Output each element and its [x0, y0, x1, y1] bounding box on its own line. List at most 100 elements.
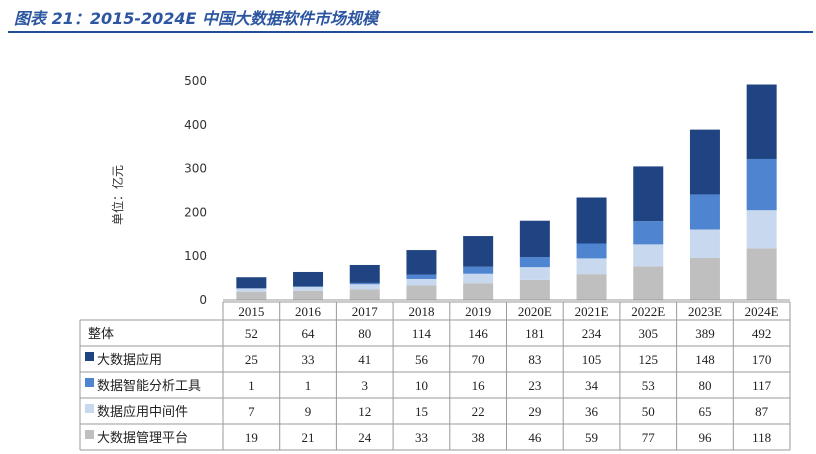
y-tick-label: 200 [184, 205, 207, 219]
legend-swatch [85, 430, 94, 439]
table-value: 10 [415, 378, 428, 393]
table-value: 33 [302, 352, 315, 367]
category-label: 2016 [295, 304, 322, 319]
table-value: 46 [528, 430, 542, 445]
bar-segment [406, 278, 437, 286]
category-label: 2020E [518, 304, 552, 319]
table-value: 1 [305, 378, 312, 393]
bar-segment [293, 286, 324, 291]
bar-segment [463, 283, 494, 300]
table-value: 21 [302, 430, 315, 445]
bar-segment [746, 158, 777, 211]
data-table: 2015 2016 2017 2018 2019 2020E 2021E 2022E 2023E… [79, 301, 791, 451]
y-tick-label: 100 [184, 249, 207, 263]
bar-segment [576, 258, 607, 275]
table-value: 50 [642, 404, 655, 419]
bar-segment [236, 291, 267, 300]
total-value: 80 [358, 326, 371, 341]
bar-segment [746, 210, 777, 249]
bars [223, 84, 790, 301]
table-value: 33 [415, 430, 428, 445]
table-value: 38 [472, 430, 485, 445]
bar-segment [406, 285, 437, 300]
table-value: 148 [695, 352, 715, 367]
table-value: 87 [755, 404, 769, 419]
total-value: 52 [245, 326, 258, 341]
bar-segment [633, 266, 664, 300]
table-value: 118 [752, 430, 771, 445]
table-value: 3 [362, 378, 369, 393]
total-value: 181 [525, 326, 545, 341]
table-value: 41 [358, 352, 371, 367]
bar-segment [349, 289, 380, 300]
table-value: 170 [752, 352, 772, 367]
legend-label: 数据智能分析工具 [97, 379, 201, 394]
table-value: 7 [248, 404, 255, 419]
category-label: 2017 [352, 304, 379, 319]
bar-segment [519, 257, 550, 268]
y-tick-label: 0 [199, 293, 207, 307]
total-value: 305 [639, 326, 659, 341]
bar-segment [633, 244, 664, 267]
bar-segment [463, 236, 494, 267]
table-value: 12 [358, 404, 371, 419]
bar-segment [406, 274, 437, 279]
bar-segment [689, 257, 720, 300]
bar-segment [633, 221, 664, 245]
bar-segment [746, 84, 777, 159]
bar-segment [576, 243, 607, 259]
category-label: 2021E [575, 304, 609, 319]
bar-segment [689, 194, 720, 230]
bar-segment [633, 166, 664, 222]
total-value: 64 [302, 326, 316, 341]
bar-segment [406, 250, 437, 275]
category-label: 2018 [408, 304, 434, 319]
table-value: 15 [415, 404, 428, 419]
category-label: 2022E [631, 304, 665, 319]
bar-segment [293, 271, 324, 287]
table-value: 125 [639, 352, 659, 367]
title-rule [8, 31, 813, 33]
table-value: 117 [752, 378, 772, 393]
table-value: 80 [698, 378, 711, 393]
table-value: 96 [698, 430, 712, 445]
table-value: 65 [698, 404, 711, 419]
y-tick-label: 500 [184, 74, 207, 88]
total-value: 146 [468, 326, 488, 341]
total-value: 234 [582, 326, 602, 341]
legend-swatch [85, 352, 94, 361]
bar-segment [519, 267, 550, 280]
table-value: 22 [472, 404, 485, 419]
category-label: 2019 [465, 304, 491, 319]
y-tick-label: 300 [184, 162, 207, 176]
legend-label: 数据应用中间件 [97, 404, 188, 420]
bar-segment [746, 248, 777, 300]
table-value: 34 [585, 378, 599, 393]
table-value: 29 [528, 404, 541, 419]
bar-segment [689, 229, 720, 258]
table-value: 19 [245, 430, 258, 445]
category-label: 2015 [238, 304, 264, 319]
y-axis-label: 单位：亿元 [110, 165, 125, 225]
legend-label: 大数据管理平台 [97, 431, 188, 446]
table-value: 105 [582, 352, 602, 367]
category-label: 2024E [745, 304, 779, 319]
table-value: 16 [472, 378, 486, 393]
figure-title: 图表 21：2015-2024E 中国大数据软件市场规模 [14, 9, 379, 28]
bar-segment [349, 282, 380, 285]
table-value: 83 [528, 352, 541, 367]
table-value: 53 [642, 378, 655, 393]
table-value: 59 [585, 430, 598, 445]
table-value: 9 [305, 404, 312, 419]
table-value: 24 [358, 430, 372, 445]
y-tick-label: 400 [184, 118, 207, 132]
table-value: 70 [472, 352, 485, 367]
bar-segment [576, 197, 607, 244]
legend-swatch [85, 404, 94, 413]
category-label: 2023E [688, 304, 722, 319]
bar-segment [576, 274, 607, 300]
bar-segment [519, 279, 550, 300]
bar-segment [463, 273, 494, 284]
table-value: 56 [415, 352, 429, 367]
bar-segment [236, 288, 267, 292]
